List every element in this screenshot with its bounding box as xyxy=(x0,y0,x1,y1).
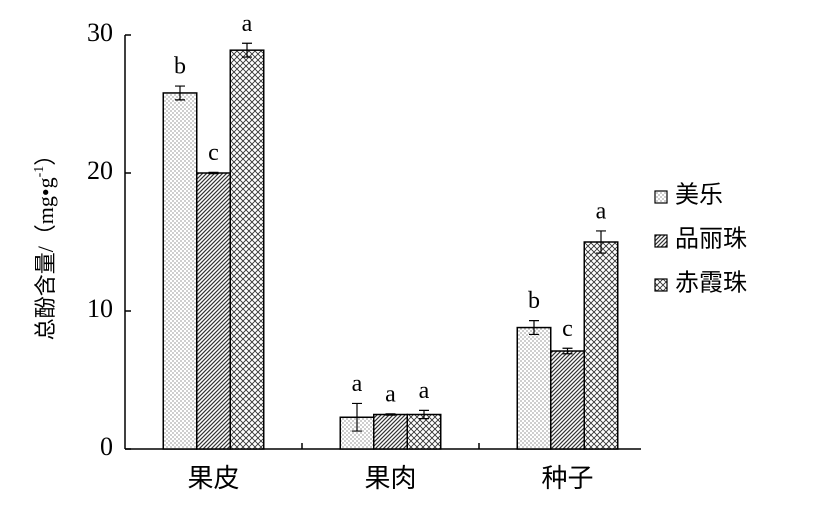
y-tick-label: 10 xyxy=(87,294,113,323)
x-tick-label: 种子 xyxy=(541,464,593,493)
error-bar xyxy=(562,347,573,355)
significance-letter: c xyxy=(208,140,219,166)
bar xyxy=(162,92,198,450)
bar xyxy=(373,413,408,450)
error-bar xyxy=(242,42,252,58)
y-tick-label: 0 xyxy=(100,432,113,461)
error-bar xyxy=(352,402,362,432)
legend-swatch xyxy=(654,234,668,248)
y-tick-label: 30 xyxy=(87,18,113,47)
significance-letter: b xyxy=(528,288,540,314)
significance-letter: a xyxy=(352,371,363,397)
bar xyxy=(196,172,231,450)
significance-letter: a xyxy=(242,11,253,37)
legend-label: 品丽珠 xyxy=(675,226,747,253)
significance-letter: a xyxy=(419,378,430,404)
bar xyxy=(406,413,442,450)
bar xyxy=(550,350,585,450)
bar xyxy=(516,326,552,450)
legend-label: 赤霞珠 xyxy=(675,270,747,297)
significance-letter: a xyxy=(596,198,607,224)
y-axis-label: 总酚含量/（mg•g-1） xyxy=(32,144,58,341)
error-bar xyxy=(529,320,539,336)
bar xyxy=(583,241,619,450)
y-label-sup: -1 xyxy=(32,166,47,178)
error-bar xyxy=(419,409,429,420)
y-tick-label: 20 xyxy=(87,156,113,185)
x-tick-label: 果皮 xyxy=(187,464,239,493)
error-bar xyxy=(596,230,606,254)
y-label-text: 总酚含量/（mg•g xyxy=(33,177,58,340)
error-bar xyxy=(385,413,396,416)
x-tick-label: 果肉 xyxy=(364,464,416,493)
legend-label: 美乐 xyxy=(675,182,723,209)
significance-letter: b xyxy=(174,54,186,80)
error-bar xyxy=(208,171,219,175)
error-bar xyxy=(175,85,185,101)
significance-letter: a xyxy=(385,381,396,407)
significance-letter: c xyxy=(562,316,573,342)
bar xyxy=(229,49,265,450)
y-label-end: ） xyxy=(33,144,58,166)
legend-swatch xyxy=(654,278,668,292)
legend-swatch xyxy=(654,190,668,204)
